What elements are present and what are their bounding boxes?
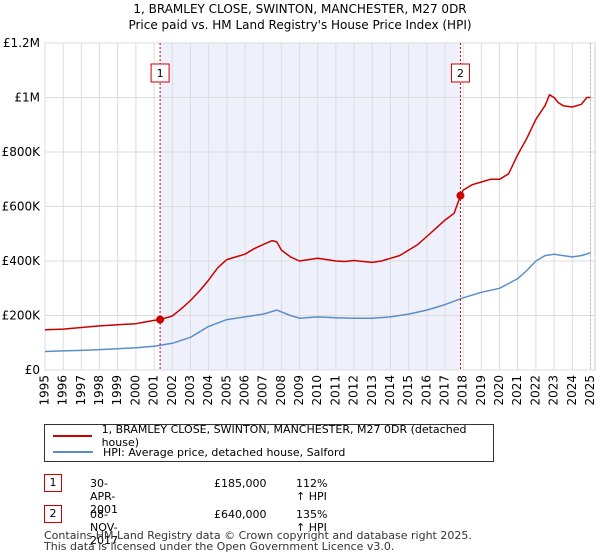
x-tick-label: 2013 <box>365 375 379 406</box>
footer: Contains HM Land Registry data © Crown c… <box>44 530 472 552</box>
legend-swatch-hpi <box>53 451 93 453</box>
legend-entry-hpi: HPI: Average price, detached house, Salf… <box>53 444 345 460</box>
y-tick-label: £0 <box>25 363 40 377</box>
x-tick-label: 2008 <box>274 375 288 406</box>
sale-point <box>156 315 165 324</box>
sale-point <box>456 191 465 200</box>
transaction-hpi: 112% ↑ HPI <box>296 477 328 503</box>
footer-copyright: Contains HM Land Registry data © Crown c… <box>44 529 472 542</box>
legend: 1, BRAMLEY CLOSE, SWINTON, MANCHESTER, M… <box>44 423 494 462</box>
x-tick-label: 2018 <box>456 375 470 406</box>
x-tick-label: 2024 <box>565 375 579 406</box>
x-tick-label: 2009 <box>292 375 306 406</box>
x-tick-label: 2000 <box>128 375 142 406</box>
x-tick-label: 2006 <box>238 375 252 406</box>
y-tick-label: £200K <box>2 309 42 323</box>
chart-subtitle: Price paid vs. HM Land Registry's House … <box>128 18 471 32</box>
transaction-hpi: 135% ↑ HPI <box>296 508 328 534</box>
x-tick-label: 2007 <box>256 375 270 406</box>
x-tick-label: 2003 <box>183 375 197 406</box>
footer-licence: This data is licensed under the Open Gov… <box>44 540 395 553</box>
x-tick-label: 2016 <box>419 375 433 406</box>
y-tick-label: £1M <box>14 91 40 105</box>
series-lines <box>44 94 591 353</box>
transaction-date: 30-APR-2001 <box>90 477 118 516</box>
x-tick-label: 1997 <box>74 375 88 406</box>
x-tick-label: 2021 <box>510 375 524 406</box>
transaction-date: 08-NOV-2017 <box>90 508 118 547</box>
legend-entry-property: 1, BRAMLEY CLOSE, SWINTON, MANCHESTER, M… <box>53 423 493 449</box>
x-tick-label: 2004 <box>201 375 215 406</box>
grid-lines <box>44 42 595 371</box>
x-tick-label: 1999 <box>110 375 124 406</box>
marker-label: 2 <box>457 67 464 80</box>
x-tick-label: 2005 <box>219 375 233 406</box>
price-chart: 1, BRAMLEY CLOSE, SWINTON, MANCHESTER, M… <box>2 2 597 406</box>
x-tick-label: 1996 <box>56 375 70 406</box>
x-tick-label: 2015 <box>401 375 415 406</box>
transaction-price: £185,000 <box>214 477 267 490</box>
x-tick-label: 1998 <box>92 375 106 406</box>
property-series-line <box>44 94 591 331</box>
legend-label-hpi: HPI: Average price, detached house, Salf… <box>103 445 346 459</box>
x-tick-label: 2010 <box>310 375 324 406</box>
x-tick-label: 2001 <box>147 375 161 406</box>
x-tick-label: 2019 <box>474 375 488 406</box>
x-tick-label: 2012 <box>347 375 361 406</box>
marker-label: 1 <box>157 67 164 80</box>
y-tick-label: £600K <box>2 200 42 214</box>
y-tick-label: £800K <box>2 145 42 159</box>
legend-swatch-property <box>53 435 92 437</box>
x-tick-label: 2020 <box>492 375 506 406</box>
y-tick-label: £400K <box>2 254 42 268</box>
x-tick-label: 2014 <box>383 375 397 406</box>
x-tick-label: 2017 <box>438 375 452 406</box>
transaction-badge: 2 <box>44 505 62 523</box>
x-tick-label: 2025 <box>583 375 597 406</box>
legend-label-property: 1, BRAMLEY CLOSE, SWINTON, MANCHESTER, M… <box>101 423 467 449</box>
y-axis: £0 £200K £400K £600K £800K £1M £1.2M <box>2 36 42 377</box>
transaction-badge: 1 <box>44 474 62 492</box>
x-tick-label: 2023 <box>547 375 561 406</box>
x-axis: 1995 1996 1997 1998 1999 2000 2001 2002 2003 2004… <box>38 375 597 406</box>
chart-title: 1, BRAMLEY CLOSE, SWINTON, MANCHESTER, M… <box>133 2 466 16</box>
x-tick-label: 1995 <box>38 375 52 406</box>
hpi-series-line <box>44 252 591 353</box>
marker-badge <box>150 63 170 83</box>
x-tick-label: 2022 <box>528 375 542 406</box>
x-tick-label: 2011 <box>328 375 342 406</box>
transaction-price: £640,000 <box>214 508 267 521</box>
y-tick-label: £1.2M <box>3 36 40 50</box>
x-tick-label: 2002 <box>165 375 179 406</box>
marker-badge <box>450 63 470 83</box>
